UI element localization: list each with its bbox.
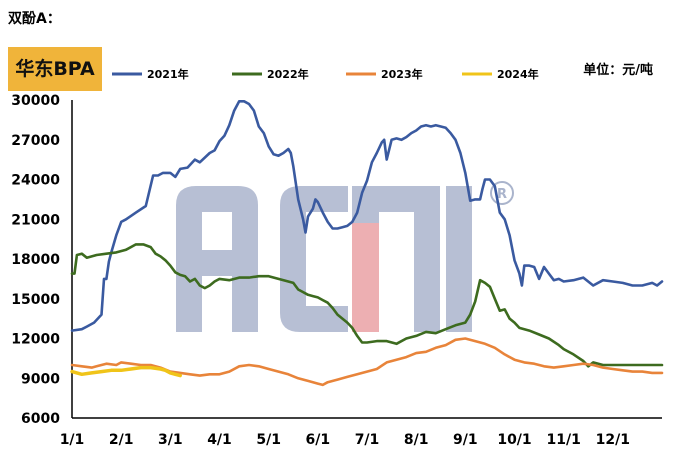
watermark-letter-c bbox=[280, 186, 348, 332]
x-tick-label: 9/1 bbox=[453, 432, 478, 448]
x-tick-label: 2/1 bbox=[109, 432, 134, 448]
unit-label: 单位：元/吨 bbox=[583, 63, 653, 78]
series-line-4 bbox=[70, 365, 182, 378]
acmi-watermark: R bbox=[176, 181, 514, 332]
y-tick-label: 27000 bbox=[11, 133, 60, 149]
x-tick-label: 10/1 bbox=[497, 432, 531, 448]
legend: 2021年 2022年 2023年 2024年 bbox=[112, 67, 539, 81]
x-tick-label: 4/1 bbox=[207, 432, 232, 448]
y-tick-label: 9000 bbox=[21, 371, 60, 387]
watermark-pink-bar bbox=[352, 223, 379, 332]
registered-mark-circle bbox=[490, 181, 514, 205]
y-tick-label: 12000 bbox=[11, 332, 60, 348]
x-tick-label: 5/1 bbox=[256, 432, 281, 448]
watermark-letter-i bbox=[446, 186, 472, 332]
series-line-1 bbox=[70, 100, 664, 332]
series-line-2 bbox=[70, 243, 664, 368]
watermark-letter-m bbox=[352, 186, 440, 332]
x-tick-label: 8/1 bbox=[404, 432, 429, 448]
watermark-letter-a bbox=[176, 186, 258, 332]
x-axis-ticks: 1/1 2/1 3/1 4/1 5/1 6/1 7/1 8/1 9/1 10/1 11/1 12/1 bbox=[60, 432, 630, 448]
chart-title: 华东BPA bbox=[8, 47, 102, 91]
series-lines bbox=[70, 100, 664, 387]
legend-label: 2022年 bbox=[267, 67, 309, 81]
x-tick-label: 7/1 bbox=[355, 432, 380, 448]
legend-label: 2021年 bbox=[147, 67, 189, 81]
page-heading: 双酚A： bbox=[8, 11, 61, 27]
series-line-3 bbox=[70, 337, 664, 387]
x-tick-label: 6/1 bbox=[306, 432, 331, 448]
y-tick-label: 6000 bbox=[21, 411, 60, 427]
legend-label: 2024年 bbox=[497, 67, 539, 81]
y-tick-label: 15000 bbox=[11, 292, 60, 308]
y-tick-label: 30000 bbox=[11, 93, 60, 109]
y-axis-ticks: 6000 9000 12000 15000 18000 21000 24000 27000 30… bbox=[11, 93, 60, 427]
y-tick-label: 21000 bbox=[11, 212, 60, 228]
y-tick-label: 24000 bbox=[11, 173, 60, 189]
x-tick-label: 1/1 bbox=[60, 432, 85, 448]
x-tick-label: 12/1 bbox=[596, 432, 630, 448]
legend-label: 2023年 bbox=[381, 67, 423, 81]
registered-mark-letter: R bbox=[497, 187, 507, 202]
y-tick-label: 18000 bbox=[11, 252, 60, 268]
x-tick-label: 3/1 bbox=[158, 432, 183, 448]
x-tick-label: 11/1 bbox=[546, 432, 580, 448]
